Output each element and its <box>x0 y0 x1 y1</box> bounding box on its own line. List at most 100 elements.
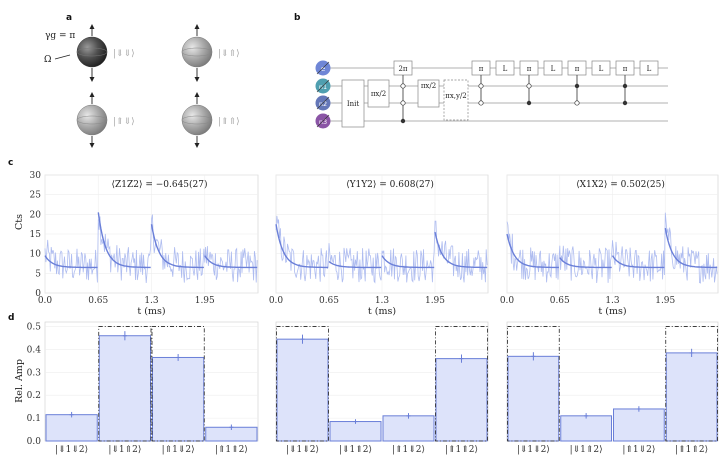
panel-label-b: b <box>294 13 301 23</box>
panel-c-plots: 0 5 10 15 20 25 30 0.0 0.65 1.3 1.95 t (ms) ⟨Z1Z2⟩ =… <box>30 171 719 317</box>
x-axis-label: t (ms) <box>368 306 396 317</box>
y-tick-label: 25 <box>30 191 42 201</box>
y-tick-label: 30 <box>30 171 42 181</box>
panel-label-d: d <box>8 313 14 323</box>
y-tick-label: 0 <box>35 289 41 299</box>
bar-2 <box>98 335 151 442</box>
x-tick-label: 0.0 <box>38 296 53 306</box>
x-tick-label: 0.0 <box>269 296 284 306</box>
fit-curve-2 <box>97 212 151 269</box>
x-tick-label: 1.3 <box>375 296 390 306</box>
x-axis-label: t (ms) <box>137 306 165 317</box>
bar-4 <box>665 352 718 442</box>
category-label: |⇓1⇑2⟩ <box>108 445 141 455</box>
gate-L-4-label: L <box>647 65 652 73</box>
category-label: |⇓1⇓2⟩ <box>517 445 550 455</box>
x-tick-label: 1.3 <box>605 296 620 306</box>
correlation-annotation: ⟨X1X2⟩ = 0.502(25) <box>576 179 665 190</box>
bloch-sphere-grey-1 <box>181 24 213 82</box>
control-filled <box>400 118 406 124</box>
category-label: |⇓1⇑2⟩ <box>570 445 603 455</box>
gate-pixy2 <box>443 79 469 121</box>
fit-curve-4 <box>434 231 488 269</box>
ideal-outline-4 <box>435 326 488 442</box>
gate-pi-3-label: π <box>575 65 580 73</box>
bar-2 <box>560 415 612 442</box>
ideal-outline-2 <box>98 326 152 442</box>
gate-pix2-b <box>417 79 440 108</box>
control-open <box>400 100 406 106</box>
bar-3 <box>152 356 205 442</box>
gate-L-2 <box>543 60 563 76</box>
gate-pix2-label: πx/2 <box>371 90 386 98</box>
gamma-label: γg = π <box>45 31 75 41</box>
y-tick-label: 0.0 <box>27 437 42 447</box>
correlation-annotation: ⟨Z1Z2⟩ = −0.645(27) <box>111 179 207 190</box>
gate-L-1-label: L <box>503 65 508 73</box>
y-tick-label: 0.4 <box>27 345 42 355</box>
x-tick-label: 0.65 <box>88 296 108 306</box>
line-chart-2: 0.0 0.65 1.3 1.95 t (ms) ⟨Y1Y2⟩ = 0.608(27) <box>269 174 489 317</box>
fit-curve-2 <box>559 257 612 269</box>
raw-counts-trace <box>44 214 258 284</box>
fit-curve-2 <box>328 260 382 269</box>
raw-counts-trace <box>506 212 718 284</box>
gate-pixy2-label: πx,y/2 <box>445 92 467 100</box>
correlation-annotation: ⟨Y1Y2⟩ = 0.608(27) <box>346 179 434 190</box>
x-tick-label: 1.3 <box>144 296 159 306</box>
d-ylabel: Rel. Amp <box>14 359 25 403</box>
x-tick-label: 1.95 <box>195 296 215 306</box>
x-axis-label: t (ms) <box>598 306 626 317</box>
fit-curve-1 <box>44 255 98 269</box>
ideal-outline-4 <box>665 326 718 442</box>
bar-chart-2: |⇓1⇓2⟩ |⇓1⇑2⟩ |⇑1⇓2⟩ |⇑1⇑2⟩ <box>275 321 489 455</box>
bar-1 <box>276 338 329 442</box>
qubit-e-label: e <box>321 65 325 73</box>
readout-sequence: π L π L π L π L <box>471 60 659 106</box>
control-open <box>400 83 406 89</box>
ket-dd: |⇓⇓⟩ <box>113 49 135 59</box>
bloch-sphere-grey-2 <box>76 92 108 148</box>
omega-label: Ω <box>44 55 51 65</box>
category-label: |⇑1⇓2⟩ <box>162 445 195 455</box>
gate-pi-2-label: π <box>527 65 532 73</box>
c-ylabel: Cts <box>14 214 25 230</box>
gate-pi-4-label: π <box>623 65 628 73</box>
x-tick-label: 0.65 <box>319 296 339 306</box>
qubit-n1-label: n1 <box>319 83 327 91</box>
x-tick-label: 1.95 <box>655 296 675 306</box>
gate-pi-1-label: π <box>479 65 484 73</box>
ket-uu: |⇑⇑⟩ <box>218 117 240 127</box>
category-label: |⇑1⇓2⟩ <box>622 445 655 455</box>
y-tick-label: 0.1 <box>27 414 41 424</box>
bar-chart-1: 0.0 0.1 0.2 0.3 0.4 0.5 |⇓1⇓2⟩ |⇓1⇑2⟩ |⇑1⇓2⟩ |⇑1⇑… <box>27 321 259 455</box>
category-label: |⇑1⇑2⟩ <box>215 445 248 455</box>
x-tick-label: 0.0 <box>500 296 515 306</box>
bar-chart-3: |⇓1⇓2⟩ |⇓1⇑2⟩ |⇑1⇓2⟩ |⇑1⇑2⟩ <box>506 321 719 455</box>
panel-label-a: a <box>66 13 72 23</box>
fit-curve-4 <box>664 227 718 269</box>
bar-4 <box>435 358 488 442</box>
y-tick-label: 15 <box>30 230 42 240</box>
bar-3 <box>382 415 435 442</box>
category-label: |⇓1⇓2⟩ <box>55 445 88 455</box>
bar-1 <box>507 355 560 442</box>
line-chart-3: 0.0 0.65 1.3 1.95 t (ms) ⟨X1X2⟩ = 0.502(25) <box>500 174 719 317</box>
bloch-sphere-grey-3 <box>181 92 213 148</box>
bloch-sphere-dark <box>76 24 108 82</box>
fit-curve-3 <box>381 255 435 269</box>
gate-init <box>341 79 365 128</box>
raw-counts-trace <box>275 215 488 284</box>
qubit-n3-label: n3 <box>319 118 327 126</box>
bar-2 <box>329 421 382 442</box>
category-label: |⇑1⇓2⟩ <box>392 445 425 455</box>
y-tick-label: 0.5 <box>27 323 42 333</box>
category-label: |⇓1⇑2⟩ <box>339 445 372 455</box>
y-tick-label: 20 <box>30 210 42 220</box>
category-label: |⇑1⇑2⟩ <box>445 445 478 455</box>
panel-label-c: c <box>8 158 13 168</box>
ideal-outline-3 <box>151 326 205 442</box>
gate-L-1 <box>495 60 515 76</box>
category-label: |⇑1⇑2⟩ <box>675 445 708 455</box>
